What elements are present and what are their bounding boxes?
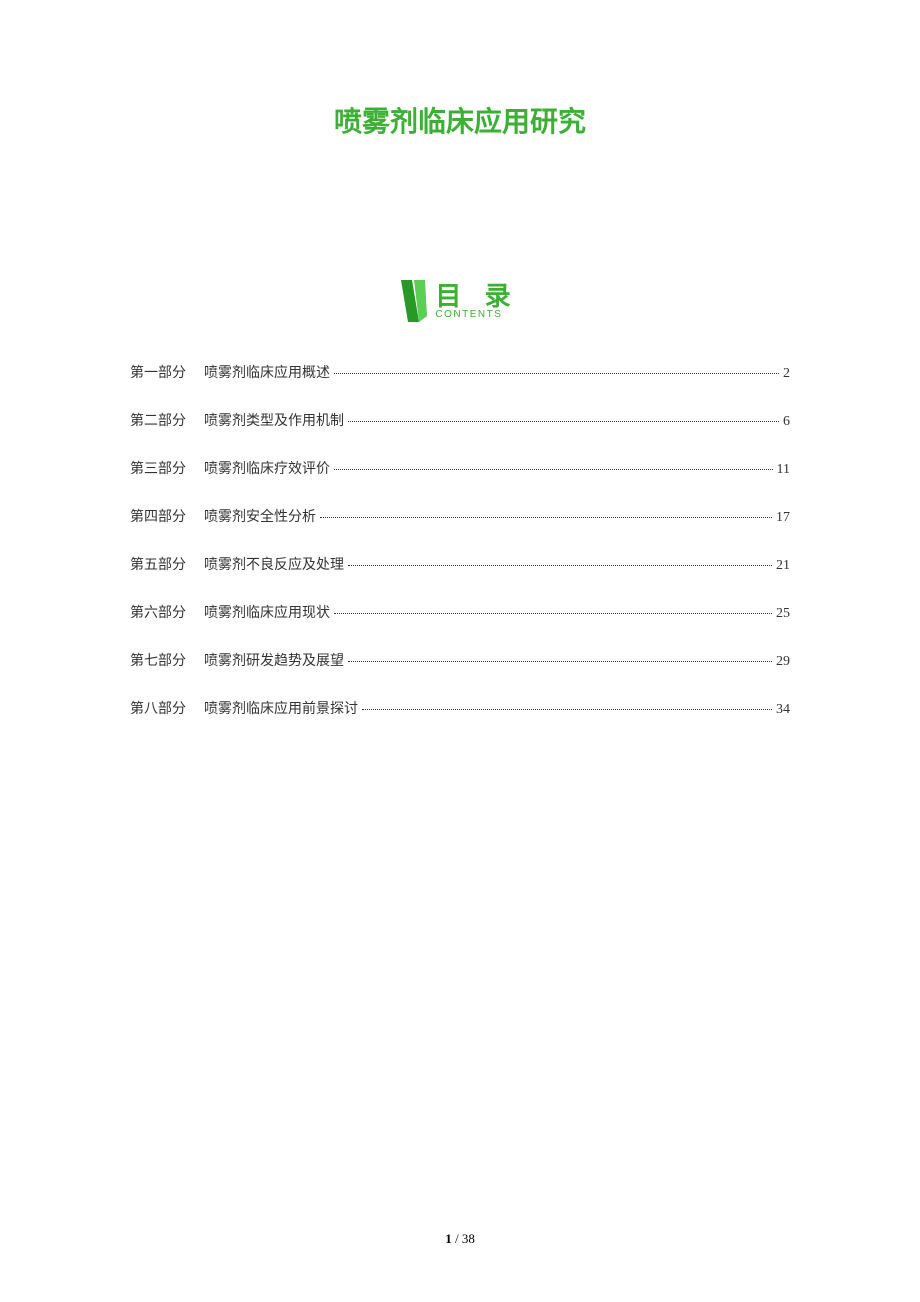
- toc-header: 目 录 CONTENTS: [130, 280, 790, 322]
- toc-entry-title: 喷雾剂不良反应及处理: [204, 554, 344, 574]
- toc-part-label: 第五部分: [130, 554, 186, 574]
- toc-entry-title: 喷雾剂研发趋势及展望: [204, 650, 344, 670]
- toc-part-label: 第二部分: [130, 410, 186, 430]
- toc-page-number: 11: [777, 462, 790, 478]
- toc-entry: 第七部分 喷雾剂研发趋势及展望 29: [130, 650, 790, 670]
- toc-entry: 第五部分 喷雾剂不良反应及处理 21: [130, 554, 790, 574]
- toc-title-en: CONTENTS: [435, 309, 502, 320]
- toc-dots: [334, 613, 772, 614]
- toc-part-label: 第七部分: [130, 650, 186, 670]
- toc-page-number: 34: [776, 702, 790, 718]
- toc-entry: 第二部分 喷雾剂类型及作用机制 6: [130, 410, 790, 430]
- toc-dots: [334, 373, 779, 374]
- toc-part-label: 第三部分: [130, 458, 186, 478]
- page-separator: /: [452, 1231, 462, 1246]
- toc-dots: [348, 421, 779, 422]
- toc-dots: [348, 565, 772, 566]
- toc-entry-title: 喷雾剂类型及作用机制: [204, 410, 344, 430]
- toc-part-label: 第一部分: [130, 362, 186, 382]
- toc-entry: 第一部分 喷雾剂临床应用概述 2: [130, 362, 790, 382]
- document-title: 喷雾剂临床应用研究: [130, 100, 790, 140]
- toc-page-number: 2: [783, 366, 790, 382]
- toc-page-number: 25: [776, 606, 790, 622]
- toc-page-number: 29: [776, 654, 790, 670]
- toc-page-number: 17: [776, 510, 790, 526]
- toc-title-group: 目 录 CONTENTS: [435, 282, 518, 320]
- toc-page-number: 6: [783, 414, 790, 430]
- toc-dots: [320, 517, 772, 518]
- toc-page-number: 21: [776, 558, 790, 574]
- toc-icon: [401, 280, 427, 322]
- toc-entry: 第八部分 喷雾剂临床应用前景探讨 34: [130, 698, 790, 718]
- toc-title-cn: 目 录: [435, 282, 518, 311]
- toc-entry-title: 喷雾剂临床应用现状: [204, 602, 330, 622]
- toc-entry-title: 喷雾剂临床疗效评价: [204, 458, 330, 478]
- page-container: 喷雾剂临床应用研究 目 录 CONTENTS 第一部分 喷雾剂临床应用概述 2 …: [0, 0, 920, 1302]
- toc-dots: [348, 661, 772, 662]
- toc-entry: 第三部分 喷雾剂临床疗效评价 11: [130, 458, 790, 478]
- page-footer: 1 / 38: [0, 1231, 920, 1247]
- toc-part-label: 第四部分: [130, 506, 186, 526]
- toc-dots: [362, 709, 772, 710]
- toc-dots: [334, 469, 773, 470]
- toc-entry: 第四部分 喷雾剂安全性分析 17: [130, 506, 790, 526]
- toc-entry-title: 喷雾剂临床应用前景探讨: [204, 698, 358, 718]
- toc-entry-title: 喷雾剂安全性分析: [204, 506, 316, 526]
- total-pages: 38: [462, 1231, 475, 1246]
- toc-list: 第一部分 喷雾剂临床应用概述 2 第二部分 喷雾剂类型及作用机制 6 第三部分 …: [130, 362, 790, 718]
- toc-entry: 第六部分 喷雾剂临床应用现状 25: [130, 602, 790, 622]
- toc-entry-title: 喷雾剂临床应用概述: [204, 362, 330, 382]
- toc-part-label: 第六部分: [130, 602, 186, 622]
- toc-part-label: 第八部分: [130, 698, 186, 718]
